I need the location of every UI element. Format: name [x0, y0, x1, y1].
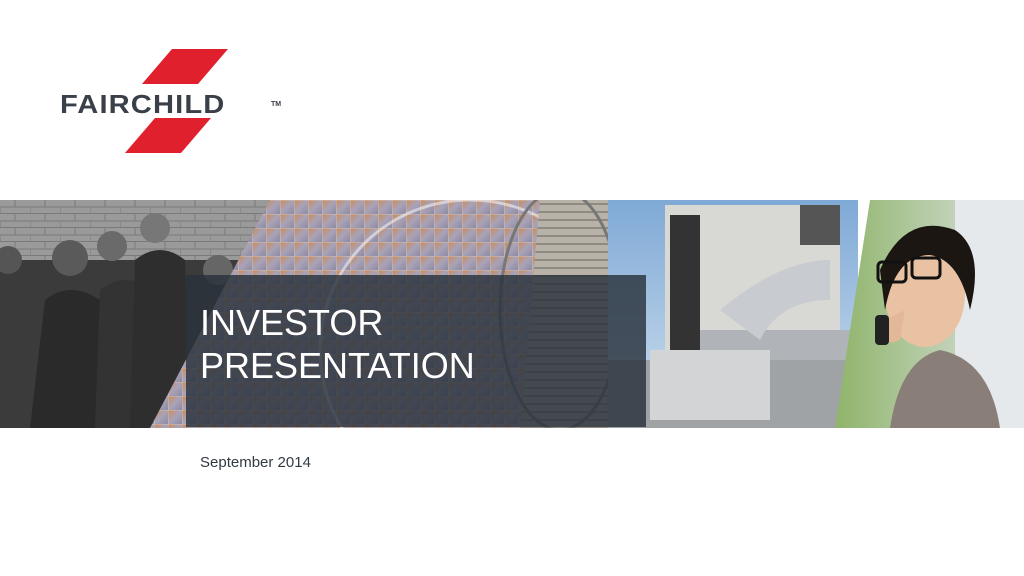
title-line-2: PRESENTATION — [200, 345, 475, 386]
slide-title: INVESTOR PRESENTATION — [200, 301, 475, 387]
logo-wordmark: FAIRCHILD — [60, 89, 226, 119]
logo-slash-icon — [125, 49, 228, 153]
woman-on-phone-photo — [835, 200, 1024, 428]
title-line-1: INVESTOR — [200, 302, 384, 343]
rooftop-hvac-photo — [608, 200, 858, 428]
logo-trademark: TM — [271, 101, 282, 108]
title-box: INVESTOR PRESENTATION — [186, 275, 646, 427]
fairchild-logo: FAIRCHILD TM — [60, 46, 290, 156]
presentation-date: September 2014 — [200, 454, 311, 471]
